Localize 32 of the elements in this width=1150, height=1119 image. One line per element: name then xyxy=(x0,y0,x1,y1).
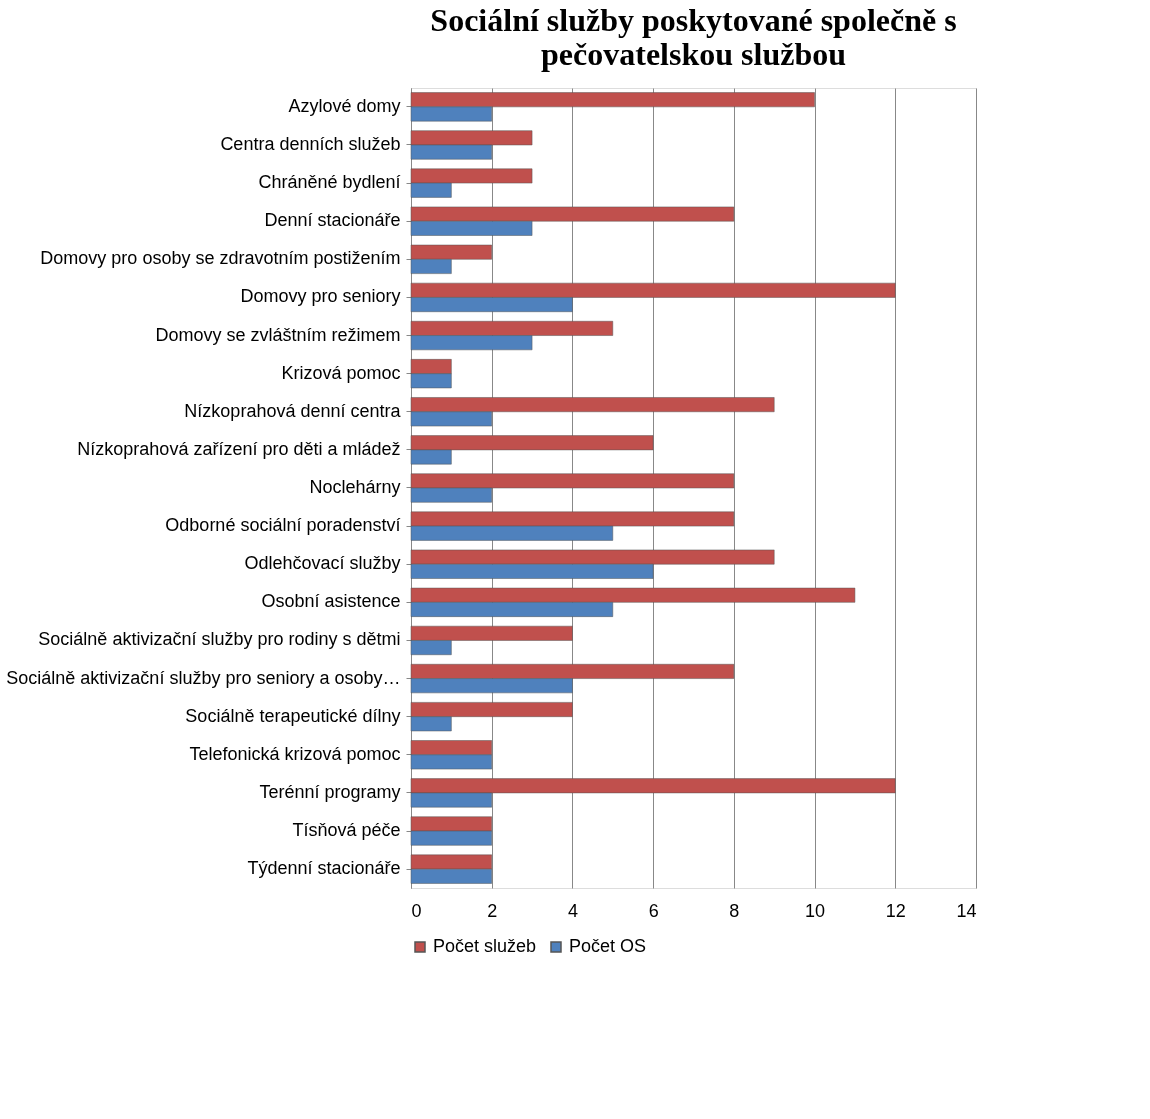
y-tick-label: Sociálně aktivizační služby pro rodiny s dětmi xyxy=(38,629,401,650)
y-tick-label: Odborné sociální poradenství xyxy=(165,515,401,536)
y-tick-label: Domovy se zvláštním režimem xyxy=(155,324,401,345)
y-tick-label: Telefonická krizová pomoc xyxy=(189,743,401,764)
y-tick-label: Nízkoprahová zařízení pro děti a mládež xyxy=(77,438,401,459)
x-tick-label: 8 xyxy=(729,900,740,921)
y-tick-label: Domovy pro seniory xyxy=(240,286,401,307)
x-tick-label: 2 xyxy=(487,900,498,921)
y-tick-label: Tísňová péče xyxy=(292,820,401,841)
y-tick-label: Sociálně aktivizační služby pro seniory a osoby… xyxy=(6,667,401,688)
x-tick-label: 4 xyxy=(567,900,578,921)
y-tick-label: Azylové domy xyxy=(288,95,401,116)
y-tick-label: Centra denních služeb xyxy=(220,133,401,154)
x-tick-label: 12 xyxy=(885,900,906,921)
legend-label: Počet OS xyxy=(569,936,647,956)
y-tick-label: Noclehárny xyxy=(309,477,401,497)
x-tick-label: 0 xyxy=(411,900,422,921)
legend-label: Počet služeb xyxy=(433,936,537,956)
y-tick-label: Chráněné bydlení xyxy=(258,172,401,193)
y-tick-label: Týdenní stacionáře xyxy=(247,858,401,879)
y-tick-label: Osobní asistence xyxy=(261,591,401,612)
y-tick-label: Nízkoprahová denní centra xyxy=(184,400,402,421)
y-tick-label: Domovy pro osoby se zdravotním postižením xyxy=(40,248,401,269)
y-tick-label: Terénní programy xyxy=(259,781,401,802)
y-tick-label: Denní stacionáře xyxy=(264,210,401,231)
y-tick-label: Krizová pomoc xyxy=(281,362,401,383)
y-tick-label: Odlehčovací služby xyxy=(244,553,401,574)
x-tick-label: 10 xyxy=(805,900,826,921)
x-tick-label: 14 xyxy=(956,900,977,921)
chart-title: Sociální služby poskytované společně s pečovatelskou službou xyxy=(430,2,957,72)
x-tick-label: 6 xyxy=(648,900,659,921)
y-tick-label: Sociálně terapeutické dílny xyxy=(185,705,401,726)
